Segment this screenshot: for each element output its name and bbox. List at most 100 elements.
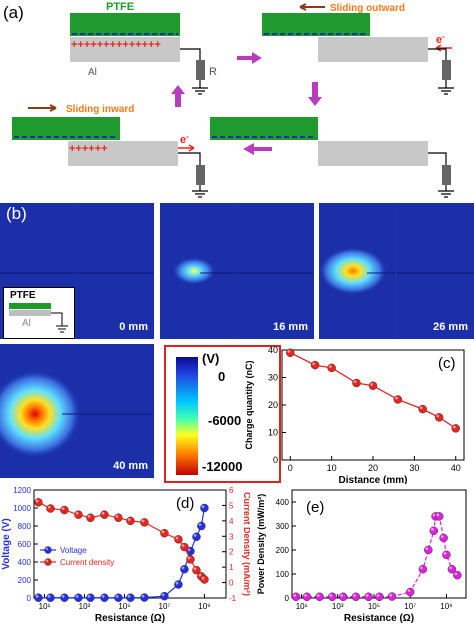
slide-arrow-icon: [299, 3, 325, 11]
electron-arrow-icon: [435, 44, 452, 52]
data-point-highlight: [61, 507, 65, 511]
data-point-highlight: [127, 594, 131, 598]
y-tick-label: 0: [273, 455, 278, 465]
inset-al-layer: [9, 310, 51, 316]
data-point-highlight: [35, 499, 39, 503]
step-2-sliding-outward: Sliding outward e-: [262, 3, 454, 95]
data-point: [387, 592, 397, 601]
data-point: [434, 512, 444, 521]
arrow-down-icon: [308, 82, 322, 106]
data-point-highlight: [312, 362, 316, 366]
data-point: [180, 564, 189, 574]
ptfe-layer: [262, 13, 370, 36]
field-plot: [0, 203, 154, 339]
y2-tick-label: 6: [229, 486, 234, 495]
data-point: [180, 542, 189, 552]
step-3-separated: [210, 117, 454, 198]
x-tick-label: 30: [409, 463, 419, 473]
data-point: [100, 510, 109, 519]
data-point: [160, 591, 169, 601]
al-layer: [70, 37, 180, 62]
data-point: [174, 535, 183, 544]
data-point-highlight: [452, 425, 456, 429]
plus-charges: ++++++++++++++: [71, 39, 161, 51]
data-point: [46, 504, 55, 513]
plus-charges: ++++++: [69, 143, 108, 155]
tile-distance-label: 0 mm: [119, 321, 148, 333]
data-point: [140, 518, 149, 527]
potential-hotspot: [172, 257, 216, 285]
data-point: [368, 381, 378, 390]
panel-c-label: (c): [438, 355, 456, 372]
data-point-highlight: [316, 594, 320, 597]
x-tick-label: 40: [451, 463, 461, 473]
y-tick-label: 600: [18, 540, 32, 549]
x-tick-label: 10⁷: [404, 602, 416, 611]
legend-marker-highlight: [45, 559, 49, 562]
data-point-highlight: [161, 530, 165, 534]
data-point: [429, 526, 439, 536]
data-point: [327, 363, 336, 373]
data-point-highlight: [127, 518, 131, 521]
x-tick-label: 10³: [332, 602, 344, 611]
step-4-sliding-inward: Sliding inward ++++++ e-: [12, 104, 208, 198]
data-point-highlight: [198, 573, 202, 577]
data-point: [364, 592, 373, 602]
y2-tick-label: 2: [229, 548, 234, 557]
al-layer: [318, 37, 428, 62]
data-point: [100, 593, 109, 602]
panel-b-label: (b): [6, 204, 27, 223]
data-point: [328, 592, 337, 602]
arrow-up-icon: [171, 85, 185, 107]
panel-a-label: (a): [3, 3, 24, 22]
data-point: [34, 593, 43, 602]
y-tick-label: 0: [285, 594, 290, 603]
x-axis-label: Distance (mm): [339, 475, 408, 484]
y2-tick-label: 4: [229, 517, 234, 526]
data-point: [375, 592, 384, 602]
y-tick-label: 10: [268, 428, 278, 438]
inset-ground-icon: [51, 312, 68, 333]
data-point: [405, 587, 415, 597]
data-point-highlight: [201, 505, 205, 508]
data-point-highlight: [141, 594, 145, 598]
data-point-highlight: [449, 566, 452, 570]
x-tick-label: 20: [368, 463, 378, 473]
x-tick-label: 10⁵: [118, 602, 130, 611]
y-tick-label: 40: [268, 345, 278, 355]
y-tick-label: 0: [27, 594, 32, 603]
data-point-highlight: [87, 594, 91, 598]
data-point-highlight: [420, 566, 423, 570]
data-point: [453, 570, 462, 580]
data-point-highlight: [340, 594, 344, 597]
data-point-highlight: [193, 534, 197, 537]
data-point: [393, 395, 403, 404]
ptfe-label: PTFE: [106, 1, 134, 13]
ptfe-layer: [210, 117, 318, 140]
sliding-inward-label: Sliding inward: [66, 104, 134, 115]
x-tick-label: 10⁵: [368, 602, 380, 611]
y-tick-label: 200: [276, 546, 290, 555]
data-point: [160, 528, 169, 538]
data-point: [86, 593, 95, 602]
colorbar-tick: -6000: [208, 413, 242, 428]
data-point: [200, 503, 209, 513]
data-point-highlight: [47, 594, 51, 598]
data-point-highlight: [201, 576, 205, 580]
wire: [428, 48, 447, 60]
data-point: [352, 378, 361, 388]
ptfe-layer: [12, 117, 120, 140]
data-point-highlight: [304, 594, 307, 597]
resistor: [196, 165, 205, 185]
data-point-highlight: [407, 589, 411, 592]
panel-d-label: (d): [176, 495, 194, 512]
data-point-highlight: [175, 536, 179, 540]
data-point-highlight: [181, 566, 185, 570]
colorbar-unit: (V): [202, 351, 220, 366]
panel-e-label: (e): [306, 499, 324, 516]
data-point-highlight: [61, 594, 65, 598]
y2-tick-label: 3: [229, 532, 234, 541]
data-point: [174, 580, 183, 589]
field-plot: [172, 203, 314, 339]
potential-tile-26mm: 26 mm: [319, 203, 474, 339]
